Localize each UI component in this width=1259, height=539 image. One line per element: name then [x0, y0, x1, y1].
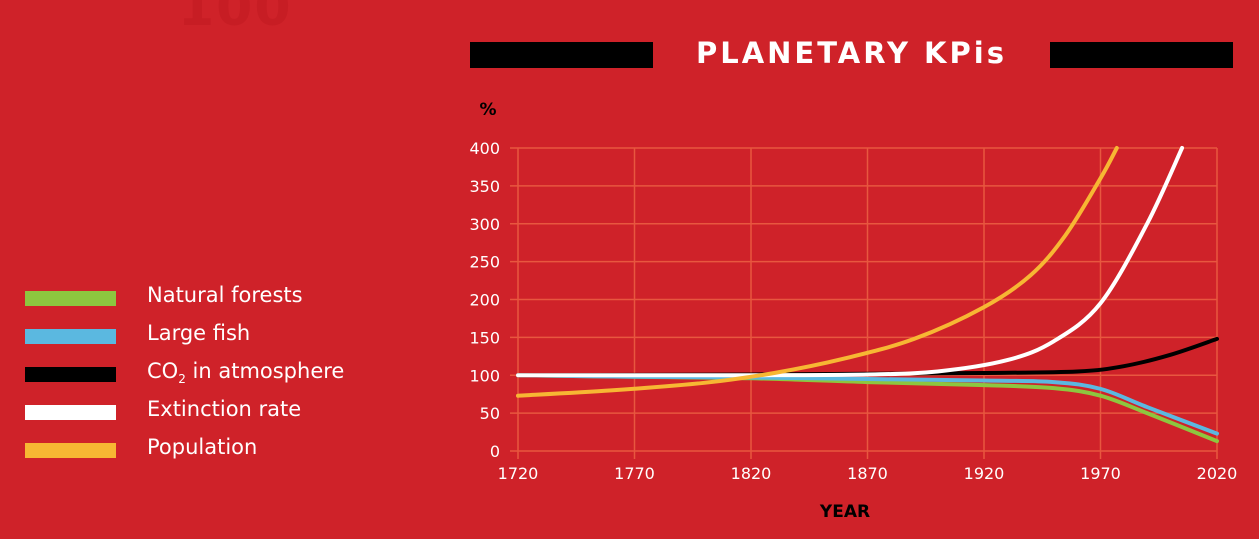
y-axis-label: % [479, 100, 496, 120]
series-line-population [516, 146, 1119, 398]
legend-label-natural-forests: Natural forests [147, 283, 303, 307]
y-tick-label-0: 0 [490, 442, 500, 461]
legend-swatch-natural-forests [25, 291, 116, 306]
y-tick-label-300: 300 [469, 215, 500, 234]
series-lines [516, 146, 1219, 444]
y-tick-label-250: 250 [469, 253, 500, 272]
legend-label-extinction-rate: Extinction rate [147, 397, 302, 421]
legend-swatch-co2 [25, 367, 116, 382]
chart-title: PLANETARY KPis [695, 36, 1007, 70]
x-tick-label-1720: 1720 [498, 464, 539, 483]
series-line-extinction-rate [516, 146, 1185, 378]
faint-watermark-number: 100 [178, 0, 293, 38]
x-tick-label-1770: 1770 [614, 464, 655, 483]
x-tick-label-1820: 1820 [731, 464, 772, 483]
legend-swatch-population [25, 443, 116, 458]
x-tick-label-1920: 1920 [964, 464, 1005, 483]
grid-lines [510, 147, 1218, 459]
y-tick-label-50: 50 [480, 404, 500, 423]
legend-label-co2-rest: in atmosphere [185, 359, 345, 383]
title-decoration-right [1050, 42, 1233, 68]
y-tick-label-400: 400 [469, 139, 500, 158]
legend-label-population: Population [147, 435, 258, 459]
y-tick-label-150: 150 [469, 328, 500, 347]
axis-ticks: 0 50 100 150 200 250 300 350 400 1720 1770 1820 1870… [469, 139, 1237, 483]
x-tick-label-1970: 1970 [1080, 464, 1121, 483]
y-tick-label-200: 200 [469, 291, 500, 310]
legend-label-co2-subscript: 2 [178, 372, 186, 387]
legend-swatch-large-fish [25, 329, 116, 344]
x-axis-label: YEAR [819, 502, 870, 522]
legend-label-co2: CO2 in atmosphere [147, 359, 344, 386]
title-decoration-left [470, 42, 653, 68]
x-tick-label-2020: 2020 [1197, 464, 1238, 483]
legend-label-co2-main: CO [147, 359, 179, 383]
x-tick-label-1870: 1870 [847, 464, 888, 483]
y-tick-label-100: 100 [469, 366, 500, 385]
y-tick-label-350: 350 [469, 177, 500, 196]
legend-swatch-extinction-rate [25, 405, 116, 420]
legend-label-large-fish: Large fish [147, 321, 251, 345]
